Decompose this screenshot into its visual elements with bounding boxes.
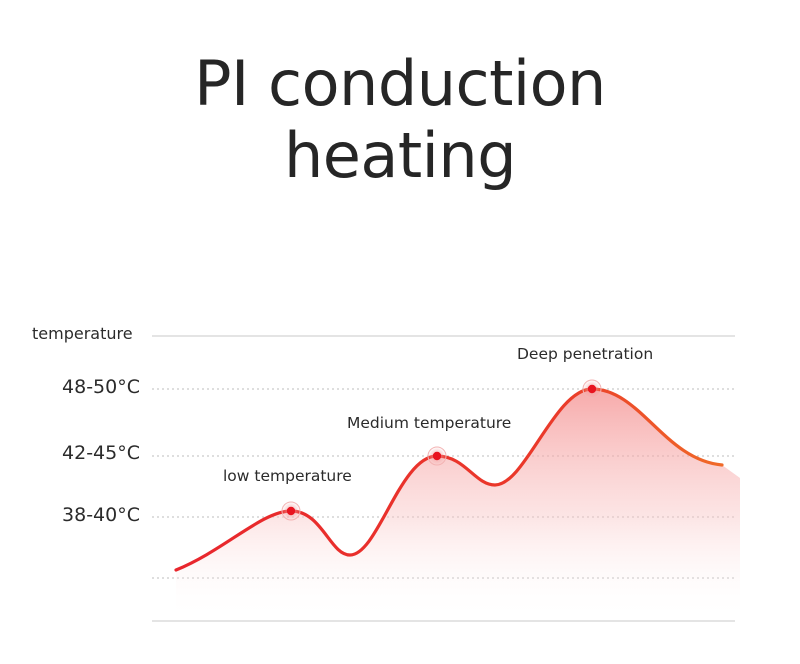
peak-point-3 xyxy=(587,384,597,394)
peak-point-1 xyxy=(286,506,296,516)
title-line-2: heating xyxy=(283,119,517,192)
peak-label-2: Medium temperature xyxy=(347,414,511,432)
page-title: PI conduction heating xyxy=(0,48,800,192)
peak-markers: low temperature Medium temperature Deep pe… xyxy=(223,345,653,521)
temperature-chart: temperature 48-50°C 42-45°C 38-40°C xyxy=(0,300,800,664)
title-line-1: PI conduction xyxy=(194,47,606,120)
y-axis-label: temperature xyxy=(32,324,133,343)
peak-point-2 xyxy=(432,451,442,461)
curve-area-fill xyxy=(176,389,740,620)
y-tick-42-45: 42-45°C xyxy=(62,442,140,464)
y-tick-48-50: 48-50°C xyxy=(62,376,140,398)
peak-label-3: Deep penetration xyxy=(517,345,653,363)
chart-plot: low temperature Medium temperature Deep pe… xyxy=(152,335,740,622)
y-tick-38-40: 38-40°C xyxy=(62,504,140,526)
peak-label-1: low temperature xyxy=(223,467,352,485)
